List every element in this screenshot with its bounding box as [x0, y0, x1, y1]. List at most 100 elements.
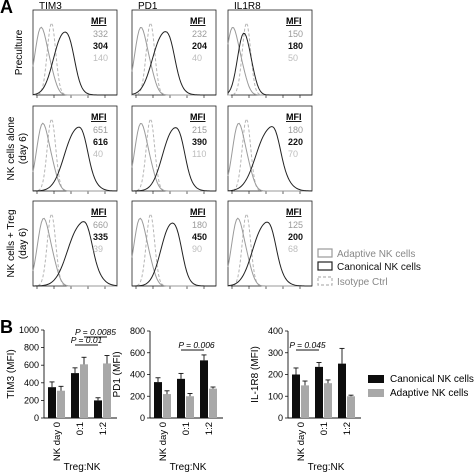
y-axis-label: PD1 (MFI) — [112, 351, 123, 397]
canonical-curve — [32, 126, 118, 192]
column-header-il1r8: IL1R8 — [234, 1, 261, 12]
x-tick-label: NK day 0 — [296, 422, 307, 461]
legend-a-label: Canonical NK cells — [337, 262, 421, 273]
bar-canonical-nk-cells — [315, 366, 323, 418]
histogram-cell: MFI 651 616 40 — [32, 105, 118, 194]
canonical-curve — [227, 221, 312, 287]
y-tick-label: 0 — [34, 413, 39, 423]
row-label-line: (day 6) — [18, 228, 29, 259]
y-tick-label: 600 — [24, 360, 39, 370]
mfi-header: MFI — [190, 112, 206, 122]
row-label-line: NK cells alone — [6, 116, 17, 180]
mfi-header: MFI — [286, 112, 302, 122]
p-value-label: P = 0.006 — [178, 340, 215, 350]
legend-a-item-2: Isotype Ctrl — [317, 276, 388, 288]
bar-adaptive-nk-cells — [186, 396, 194, 418]
mfi-value: 180 — [192, 220, 207, 230]
mfi-header: MFI — [190, 16, 206, 26]
bar-canonical-nk-cells — [177, 378, 185, 418]
adaptive-curve — [32, 122, 117, 192]
bar-canonical-nk-cells — [292, 374, 300, 418]
adaptive-curve — [131, 122, 216, 192]
histogram-cell: MFI 180 450 90 — [131, 200, 217, 289]
mfi-header: MFI — [286, 207, 302, 217]
bar-canonical-nk-cells — [48, 387, 56, 418]
mfi-value: 68 — [288, 244, 298, 254]
histogram-cell: MFI 232 204 40 — [131, 9, 217, 98]
mfi-value: 150 — [288, 29, 303, 39]
y-tick-label: 200 — [268, 370, 283, 380]
canonical-curve — [132, 222, 216, 287]
bar-adaptive-nk-cells — [324, 383, 332, 418]
x-tick-label: 1:2 — [342, 422, 353, 435]
adaptive-curve — [32, 217, 117, 287]
bar-canonical-nk-cells — [200, 360, 208, 418]
p-value-label: P = 0.045 — [289, 340, 326, 350]
legend-b-swatch — [368, 375, 384, 383]
canonical-curve — [227, 126, 313, 192]
row-label-line: Preculture — [14, 29, 25, 75]
bar-adaptive-nk-cells — [163, 394, 171, 418]
row-label-0: Preculture — [14, 29, 25, 75]
x-tick-label: 0:1 — [319, 422, 330, 435]
bar-adaptive-nk-cells — [209, 388, 217, 418]
mfi-value: 50 — [288, 53, 298, 63]
mfi-value: 220 — [288, 137, 303, 147]
x-tick-label: 0:1 — [181, 422, 192, 435]
legend-a-swatch — [317, 276, 333, 286]
legend-b-label: Adaptive NK cells — [390, 388, 468, 399]
y-tick-label: 100 — [268, 391, 283, 401]
y-tick-label: 400 — [24, 378, 39, 388]
mfi-value: 390 — [192, 137, 207, 147]
mfi-header: MFI — [91, 207, 107, 217]
mfi-value: 40 — [93, 149, 103, 159]
y-tick-label: 800 — [24, 343, 39, 353]
y-tick-label: 200 — [24, 395, 39, 405]
bar-adaptive-nk-cells — [301, 385, 309, 418]
canonical-curve — [132, 127, 216, 192]
p-value-label: P = 0.0085 — [75, 327, 116, 337]
panel-letter-a: A — [0, 0, 13, 17]
legend-b-label: Canonical NK cells — [390, 374, 474, 385]
x-tick-label: 1:2 — [204, 422, 215, 435]
mfi-value: 204 — [192, 41, 207, 51]
histogram-cell: MFI 180 220 70 — [227, 105, 313, 194]
y-tick-label: 1000 — [19, 325, 39, 335]
histogram-cell: MFI 215 390 110 — [131, 105, 217, 194]
mfi-value: 125 — [288, 220, 303, 230]
mfi-header: MFI — [91, 112, 107, 122]
legend-a-swatch — [317, 261, 333, 271]
y-tick-label: 200 — [130, 391, 145, 401]
y-tick-label: 400 — [130, 370, 145, 380]
y-axis-label: IL-1R8 (MFI) — [250, 346, 261, 403]
bar-canonical-nk-cells — [338, 363, 346, 418]
canonical-curve — [131, 31, 216, 96]
bar-canonical-nk-cells — [71, 373, 79, 418]
panel-letter-b: B — [0, 317, 13, 337]
mfi-value: 651 — [93, 125, 108, 135]
x-axis-label: Treg:NK — [170, 462, 207, 473]
legend-b-swatch — [368, 389, 384, 397]
y-tick-label: 400 — [268, 326, 283, 336]
row-label-line: (day 6) — [18, 133, 29, 164]
legend-a-item-0: Adaptive NK cells — [317, 248, 415, 260]
x-tick-label: 0:1 — [75, 422, 86, 435]
y-tick-label: 0 — [278, 413, 283, 423]
bar-adaptive-nk-cells — [80, 364, 88, 418]
mfi-value: 335 — [93, 232, 108, 242]
column-header-tim3: TIM3 — [39, 1, 62, 12]
legend-a-label: Adaptive NK cells — [337, 249, 415, 260]
x-tick-label: NK day 0 — [158, 422, 169, 461]
histogram-cell: MFI 660 335 39 — [32, 200, 118, 289]
bar-chart-1: 0 200 400 600 800 PD1 (MFI) NK day 0 0:1 1:2 P = … — [112, 326, 223, 473]
legend-b-item-1: Adaptive NK cells — [368, 388, 468, 399]
mfi-value: 70 — [288, 149, 298, 159]
mfi-value: 180 — [288, 41, 303, 51]
mfi-value: 140 — [93, 53, 108, 63]
mfi-value: 40 — [192, 53, 202, 63]
adaptive-curve — [227, 122, 312, 192]
bar-adaptive-nk-cells — [57, 390, 65, 418]
mfi-header: MFI — [190, 207, 206, 217]
mfi-value: 90 — [192, 244, 202, 254]
